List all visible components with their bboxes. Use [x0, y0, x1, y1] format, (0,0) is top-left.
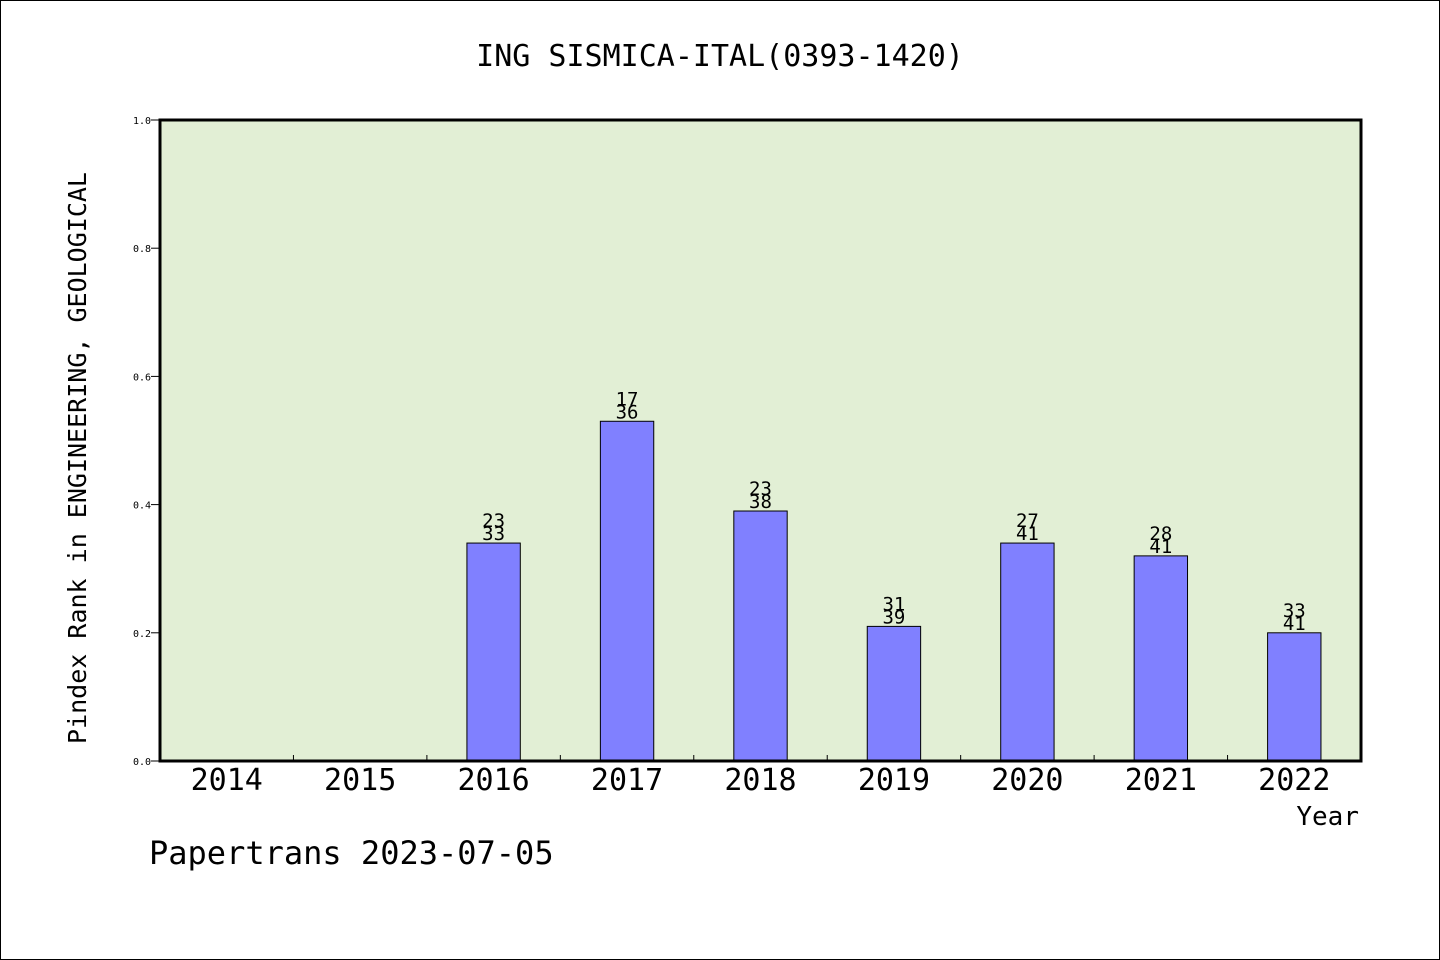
bar-label-bottom-2016: 33: [482, 523, 505, 545]
bar-label-top-2018: 23: [749, 478, 772, 500]
x-tick-label-2014: 2014: [191, 763, 263, 798]
bar-2017: [599, 420, 655, 762]
x-tick-label-2015: 2015: [324, 763, 396, 798]
plot-border: [158, 118, 1363, 763]
bar-label-bottom-2021: 41: [1149, 536, 1172, 558]
x-axis: 2014 2015 2016 2017 2018 2019 2020 2021 2022: [191, 755, 1330, 798]
y-tick-label-0.2: 0.2: [133, 629, 151, 640]
x-tick-label-2022: 2022: [1258, 763, 1330, 798]
x-tick-label-2020: 2020: [991, 763, 1063, 798]
y-tick-label-0.6: 0.6: [133, 372, 151, 383]
bar-label-top-2021: 28: [1149, 523, 1172, 545]
bar-label-bottom-2020: 41: [1016, 523, 1039, 545]
x-tick-label-2018: 2018: [724, 763, 796, 798]
x-axis-label: Year: [1296, 802, 1359, 832]
bar-label-top-2016: 23: [482, 510, 505, 532]
y-axis-label: Pindex Rank in ENGINEERING, GEOLOGICAL: [63, 172, 92, 744]
y-tick-label-0.8: 0.8: [133, 244, 151, 255]
bar-label-top-2022: 33: [1283, 600, 1306, 622]
footer-credit: Papertrans 2023-07-05: [149, 834, 554, 872]
bar-label-bottom-2017: 36: [616, 401, 639, 423]
x-tick-label-2016: 2016: [457, 763, 529, 798]
bar-label-bottom-2019: 39: [882, 606, 905, 628]
bar-2022: [1267, 632, 1322, 762]
bar-2016: [466, 542, 521, 762]
bar-label-bottom-2022: 41: [1283, 613, 1306, 635]
chart-title: ING SISMICA-ITAL(0393-1420): [476, 39, 964, 74]
bar-2018: [733, 510, 788, 762]
bar-2020: [1000, 542, 1055, 762]
x-tick-label-2021: 2021: [1125, 763, 1197, 798]
bar-label-top-2019: 31: [882, 593, 905, 615]
y-tick-label-0.0: 0.0: [133, 757, 151, 768]
y-tick-label-1.0: 1.0: [133, 116, 151, 127]
y-tick-label-0.4: 0.4: [133, 501, 151, 512]
y-axis: 0.0 0.2 0.4 0.6 0.8 1.0: [133, 116, 160, 768]
bar-2021: [1133, 555, 1189, 762]
bars-group: [466, 420, 1322, 762]
bar-label-top-2020: 27: [1016, 510, 1039, 532]
bar-label-bottom-2018: 38: [749, 491, 772, 513]
x-tick-label-2019: 2019: [858, 763, 930, 798]
x-tick-label-2017: 2017: [591, 763, 663, 798]
bar-label-top-2017: 17: [616, 388, 639, 410]
bar-2019: [866, 625, 922, 762]
